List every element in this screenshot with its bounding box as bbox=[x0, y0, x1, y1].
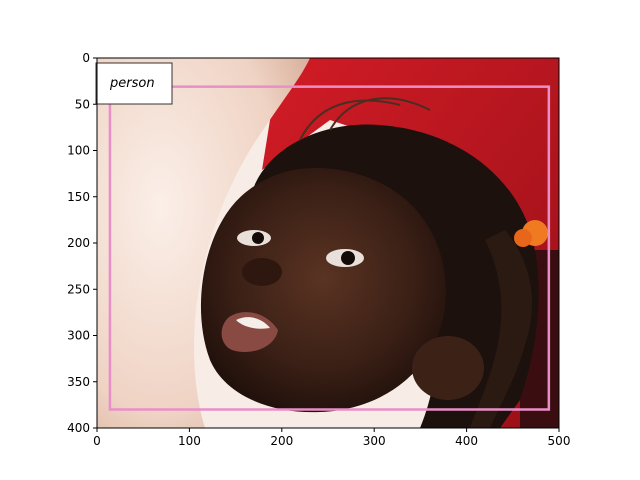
x-tick-label: 300 bbox=[363, 434, 386, 448]
face bbox=[200, 168, 446, 413]
ear bbox=[412, 336, 484, 400]
y-axis: 0 50 100 150 200 250 300 350 400 bbox=[67, 51, 97, 435]
label-text: person bbox=[109, 76, 155, 91]
braid bbox=[470, 230, 533, 428]
x-axis: 0 100 200 300 400 500 bbox=[93, 428, 570, 448]
label-box: person bbox=[95, 62, 173, 105]
y-tick-label: 400 bbox=[67, 421, 90, 435]
y-tick-label: 300 bbox=[67, 329, 90, 343]
x-tick-label: 100 bbox=[178, 434, 201, 448]
y-tick-label: 100 bbox=[67, 144, 90, 158]
y-tick-label: 200 bbox=[67, 236, 90, 250]
y-tick-label: 0 bbox=[82, 51, 90, 65]
y-tick-label: 150 bbox=[67, 190, 90, 204]
x-tick-label: 200 bbox=[270, 434, 293, 448]
mouth bbox=[221, 312, 278, 352]
y-tick-label: 50 bbox=[75, 97, 90, 111]
x-tick-label: 400 bbox=[455, 434, 478, 448]
y-tick-label: 350 bbox=[67, 375, 90, 389]
nose bbox=[242, 258, 282, 286]
bounding-box bbox=[108, 85, 551, 411]
photo bbox=[97, 58, 559, 428]
x-tick-label: 500 bbox=[548, 434, 571, 448]
adult-arm bbox=[97, 58, 310, 428]
x-tick-label: 0 bbox=[93, 434, 101, 448]
teeth bbox=[236, 317, 270, 329]
y-tick-label: 250 bbox=[67, 282, 90, 296]
